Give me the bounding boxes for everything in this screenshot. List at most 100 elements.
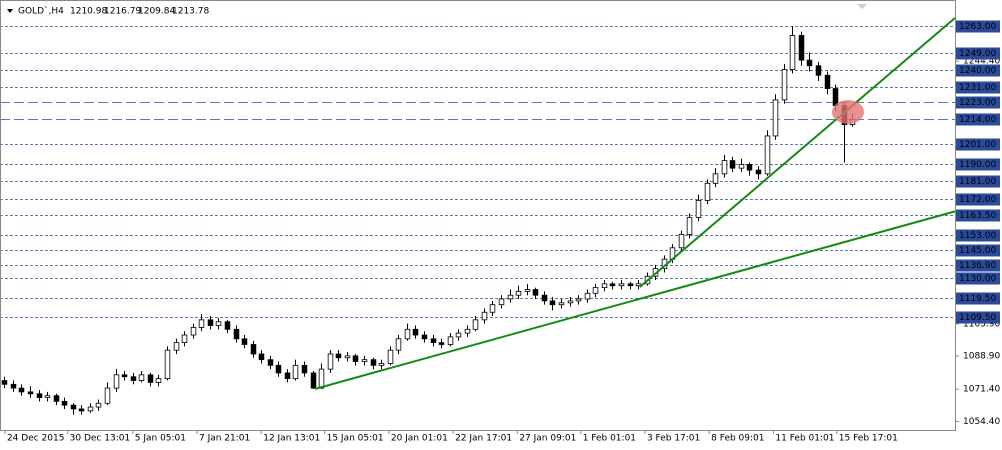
- candle-body: [789, 35, 796, 70]
- level-label: 1231.00: [959, 83, 996, 93]
- candle-body: [832, 88, 839, 107]
- close: 1213.78: [172, 7, 209, 17]
- level-label-box: [956, 113, 1000, 126]
- candle-body: [575, 298, 582, 302]
- level-label: 1153.00: [959, 231, 996, 241]
- candle-body: [387, 349, 394, 364]
- candle-body: [370, 359, 377, 366]
- plot-border: [0, 0, 956, 431]
- candle-body: [267, 359, 274, 366]
- candle-body: [378, 363, 385, 366]
- menu-icon[interactable]: [7, 9, 13, 13]
- candle-body: [258, 353, 265, 361]
- x-tick-label: 8 Feb 09:01: [711, 434, 764, 444]
- level-label: 1240.00: [959, 66, 996, 76]
- level-label-box: [956, 229, 1000, 242]
- candle-body: [318, 368, 325, 389]
- candle-body: [138, 374, 145, 381]
- high: 1216.79: [104, 7, 141, 17]
- level-label: 1130.00: [959, 274, 996, 284]
- x-tick-label: 30 Dec 13:01: [70, 434, 131, 444]
- candle-body: [532, 289, 539, 296]
- candle-body: [421, 334, 428, 340]
- x-tick-label: 3 Feb 17:01: [647, 434, 700, 444]
- candle-body: [121, 374, 128, 378]
- x-tick-label: 12 Jan 13:01: [263, 434, 320, 444]
- level-label-box: [956, 64, 1000, 77]
- x-tick-label: 7 Jan 21:01: [199, 434, 250, 444]
- x-tick-label: 15 Feb 17:01: [839, 434, 898, 444]
- candle-body: [27, 391, 34, 395]
- x-tick-label: 27 Jan 09:01: [519, 434, 576, 444]
- candle-body: [558, 302, 565, 306]
- level-label: 1136.90: [959, 261, 996, 271]
- candle-body: [489, 304, 496, 313]
- candle-body: [541, 294, 548, 302]
- symbol: GOLD`,H4: [18, 6, 64, 17]
- candle-body: [53, 395, 60, 402]
- candle-body: [335, 353, 342, 359]
- y-tick-label: 1054.40: [963, 417, 1000, 427]
- candle-body: [524, 289, 531, 292]
- x-tick-label: 22 Jan 17:01: [455, 434, 512, 444]
- level-label: 1214.00: [959, 115, 996, 125]
- highlight: [832, 100, 864, 124]
- candle-body: [704, 182, 711, 201]
- level-label: 1181.00: [959, 177, 996, 187]
- candle-body: [772, 99, 779, 137]
- candle-body: [721, 160, 728, 175]
- level-label: 1249.00: [959, 49, 996, 59]
- candle-body: [173, 342, 180, 351]
- level-label: 1172.00: [959, 195, 996, 205]
- y-tick-label: 1071.40: [963, 385, 1000, 395]
- level-label-box: [956, 272, 1000, 285]
- candle-body: [438, 342, 445, 345]
- candle-body: [507, 294, 514, 300]
- candle-body: [712, 173, 719, 184]
- level-label-box: [956, 47, 1000, 60]
- candle-body: [447, 336, 454, 345]
- candle-body: [78, 408, 85, 412]
- level-label: 1163.50: [959, 211, 996, 221]
- candle-body: [781, 69, 788, 101]
- candle-body: [130, 376, 137, 381]
- candle-body: [729, 160, 736, 169]
- scroll-icon[interactable]: [857, 4, 867, 9]
- x-tick-label: 24 Dec 2015: [7, 434, 65, 444]
- candle-body: [95, 402, 102, 408]
- candle-body: [738, 163, 745, 169]
- level-label-box: [956, 259, 1000, 272]
- candle-body: [455, 332, 462, 338]
- candle-body: [635, 283, 642, 287]
- candle-body: [207, 319, 214, 326]
- candle-body: [344, 355, 351, 359]
- level-label: 1223.00: [959, 98, 996, 108]
- candle-body: [61, 400, 68, 406]
- candle-body: [686, 217, 693, 235]
- level-label: 1263.00: [959, 22, 996, 32]
- candle-body: [44, 395, 51, 398]
- candle-body: [627, 283, 634, 287]
- x-tick-label: 11 Feb 01:01: [775, 434, 834, 444]
- candle-body: [746, 163, 753, 171]
- candle-body: [618, 283, 625, 287]
- candle-body: [250, 344, 257, 355]
- candle-body: [584, 292, 591, 300]
- candle-body: [395, 338, 402, 351]
- candle-body: [275, 364, 282, 374]
- open: 1210.98: [70, 7, 107, 17]
- candle-body: [155, 378, 162, 383]
- candle-body: [327, 353, 334, 370]
- candle-body: [430, 338, 437, 343]
- x-tick-label: 15 Jan 05:01: [327, 434, 384, 444]
- candle-body: [87, 406, 94, 412]
- candle-body: [310, 372, 317, 389]
- candle-body: [352, 355, 359, 362]
- candle-body: [567, 300, 574, 304]
- candle-body: [292, 364, 299, 380]
- candle-body: [498, 298, 505, 306]
- level-label-box: [956, 96, 1000, 109]
- level-label-box: [956, 175, 1000, 188]
